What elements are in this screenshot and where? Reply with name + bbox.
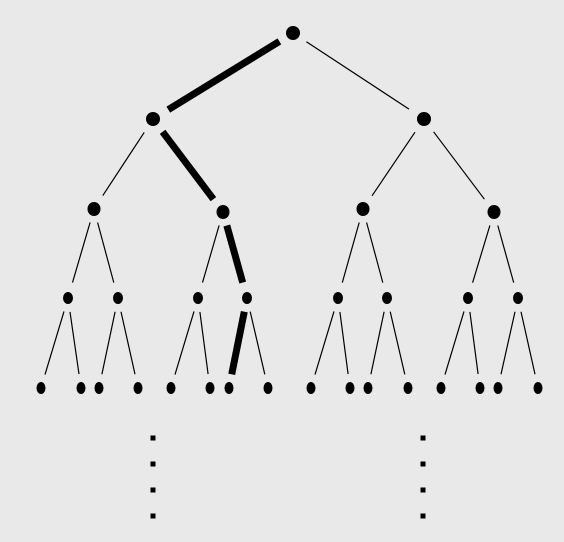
tree-node <box>403 382 413 394</box>
tree-node <box>345 382 355 394</box>
tree-node <box>76 382 86 394</box>
tree-node <box>333 292 343 304</box>
root-node <box>286 26 300 40</box>
tree-edge <box>44 311 65 375</box>
tree-node <box>493 382 503 394</box>
tree-node <box>36 382 46 394</box>
tree-node <box>63 292 73 304</box>
tree-node <box>356 202 370 216</box>
tree-edge <box>306 41 410 110</box>
tree-node <box>166 382 176 394</box>
tree-edge <box>341 222 360 283</box>
bold-path-edge <box>166 38 282 113</box>
tree-node <box>242 292 252 304</box>
tree-edge <box>249 311 266 375</box>
tree-node <box>463 292 473 304</box>
tree-node <box>487 205 501 219</box>
tree-edge <box>433 131 485 200</box>
tree-edge <box>339 311 349 375</box>
continuation-dot <box>420 461 426 467</box>
tree-edge <box>497 225 515 283</box>
tree-node <box>193 292 203 304</box>
tree-node <box>417 112 431 126</box>
tree-edge <box>102 132 145 196</box>
tree-edge <box>472 225 491 283</box>
tree-node <box>133 382 143 394</box>
tree-edge <box>97 222 115 283</box>
continuation-dot <box>420 435 426 441</box>
tree-edge <box>71 222 91 283</box>
tree-node <box>94 382 104 394</box>
tree-edge <box>370 311 385 375</box>
tree-edge <box>201 225 220 283</box>
tree-node <box>263 382 273 394</box>
tree-edge <box>444 311 465 375</box>
continuation-dot <box>150 487 156 493</box>
tree-edge <box>366 222 384 283</box>
tree-edge <box>199 311 209 375</box>
bold-path-edge <box>223 224 247 284</box>
tree-edges <box>44 38 536 375</box>
tree-nodes <box>36 26 543 394</box>
tree-node <box>306 382 316 394</box>
bold-path-edge <box>159 129 217 202</box>
tree-edge <box>120 311 136 375</box>
tree-node <box>475 382 485 394</box>
tree-node <box>533 382 543 394</box>
continuation-dots <box>150 435 426 519</box>
continuation-dot <box>150 461 156 467</box>
tree-edge <box>500 311 516 375</box>
tree-node <box>513 292 523 304</box>
tree-node <box>436 382 446 394</box>
tree-edge <box>371 131 416 197</box>
tree-node <box>216 205 230 219</box>
continuation-dot <box>150 435 156 441</box>
continuation-dot <box>420 513 426 519</box>
bold-path-edge <box>228 311 248 375</box>
tree-node <box>205 382 215 394</box>
tree-node <box>363 382 373 394</box>
tree-edge <box>314 311 335 375</box>
tree-node <box>382 292 392 304</box>
continuation-dot <box>150 513 156 519</box>
tree-edge <box>520 311 536 375</box>
tree-edge <box>101 311 116 375</box>
tree-node <box>113 292 123 304</box>
continuation-dot <box>420 487 426 493</box>
tree-edge <box>69 311 80 375</box>
tree-edge <box>174 311 195 375</box>
tree-node <box>224 382 234 394</box>
tree-node <box>87 202 101 216</box>
tree-edge <box>469 311 479 375</box>
tree-node <box>146 112 160 126</box>
tree-edge <box>389 311 406 375</box>
